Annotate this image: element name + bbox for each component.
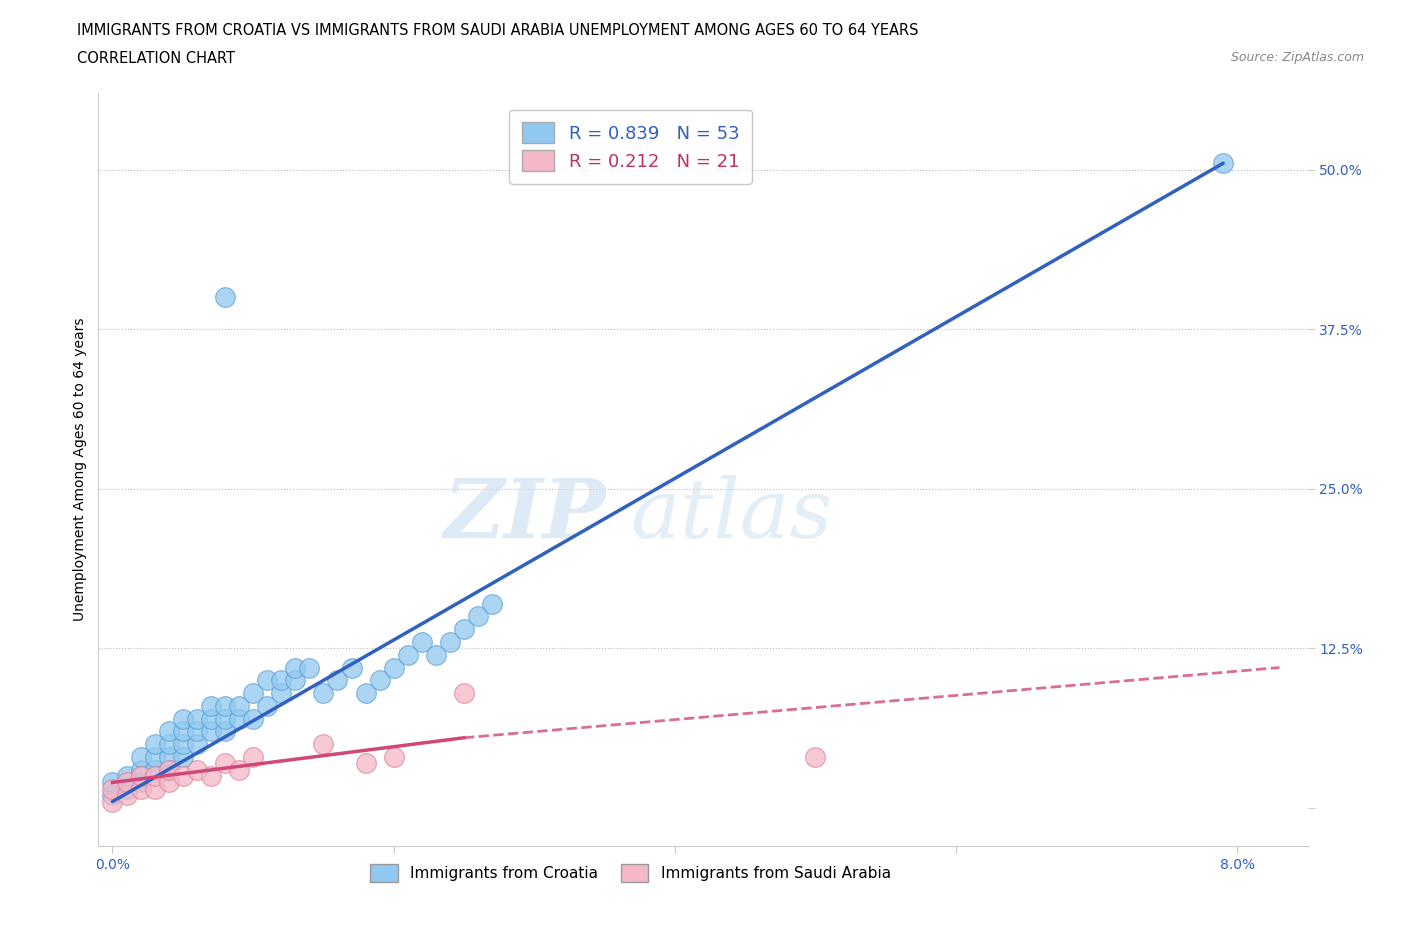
Point <box>467 609 489 624</box>
Point <box>172 750 194 764</box>
Point <box>129 768 152 783</box>
Point <box>143 768 166 783</box>
Point <box>326 673 349 688</box>
Point <box>200 768 222 783</box>
Point <box>186 737 208 751</box>
Point <box>256 673 278 688</box>
Point <box>101 775 124 790</box>
Point <box>453 622 475 637</box>
Point <box>186 763 208 777</box>
Point <box>157 750 180 764</box>
Legend: Immigrants from Croatia, Immigrants from Saudi Arabia: Immigrants from Croatia, Immigrants from… <box>364 857 897 887</box>
Point <box>312 685 335 700</box>
Text: CORRELATION CHART: CORRELATION CHART <box>77 51 235 66</box>
Point <box>242 685 264 700</box>
Point <box>143 763 166 777</box>
Point <box>101 781 124 796</box>
Point <box>284 660 307 675</box>
Point <box>396 647 419 662</box>
Y-axis label: Unemployment Among Ages 60 to 64 years: Unemployment Among Ages 60 to 64 years <box>73 318 87 621</box>
Point <box>172 768 194 783</box>
Point <box>270 673 292 688</box>
Point <box>157 763 180 777</box>
Point <box>101 794 124 809</box>
Point <box>298 660 321 675</box>
Point <box>214 756 236 771</box>
Point <box>115 768 138 783</box>
Text: ZIP: ZIP <box>444 475 606 555</box>
Point <box>354 685 377 700</box>
Point <box>242 750 264 764</box>
Point <box>200 724 222 738</box>
Point <box>115 781 138 796</box>
Point <box>228 698 250 713</box>
Point <box>143 737 166 751</box>
Point <box>270 685 292 700</box>
Point <box>382 660 405 675</box>
Point <box>129 781 152 796</box>
Point <box>143 750 166 764</box>
Point <box>228 711 250 726</box>
Point <box>256 698 278 713</box>
Point <box>172 724 194 738</box>
Point <box>129 775 152 790</box>
Point <box>157 775 180 790</box>
Point <box>368 673 391 688</box>
Point <box>115 788 138 803</box>
Point <box>382 750 405 764</box>
Point <box>157 724 180 738</box>
Point <box>101 788 124 803</box>
Point <box>214 724 236 738</box>
Point <box>804 750 827 764</box>
Text: IMMIGRANTS FROM CROATIA VS IMMIGRANTS FROM SAUDI ARABIA UNEMPLOYMENT AMONG AGES : IMMIGRANTS FROM CROATIA VS IMMIGRANTS FR… <box>77 23 920 38</box>
Point <box>340 660 363 675</box>
Text: atlas: atlas <box>630 475 832 555</box>
Point <box>214 290 236 305</box>
Point <box>354 756 377 771</box>
Point <box>129 763 152 777</box>
Point <box>411 634 433 649</box>
Point <box>172 711 194 726</box>
Point <box>157 763 180 777</box>
Point <box>284 673 307 688</box>
Point <box>312 737 335 751</box>
Point <box>186 711 208 726</box>
Point <box>143 781 166 796</box>
Point <box>425 647 447 662</box>
Point <box>200 711 222 726</box>
Point <box>481 596 503 611</box>
Point <box>172 737 194 751</box>
Point <box>186 724 208 738</box>
Point <box>214 698 236 713</box>
Point <box>200 698 222 713</box>
Point <box>157 737 180 751</box>
Point <box>214 711 236 726</box>
Point <box>242 711 264 726</box>
Point <box>129 750 152 764</box>
Point <box>1212 156 1234 171</box>
Point <box>439 634 461 649</box>
Point <box>228 763 250 777</box>
Text: Source: ZipAtlas.com: Source: ZipAtlas.com <box>1230 51 1364 64</box>
Point <box>115 775 138 790</box>
Point <box>453 685 475 700</box>
